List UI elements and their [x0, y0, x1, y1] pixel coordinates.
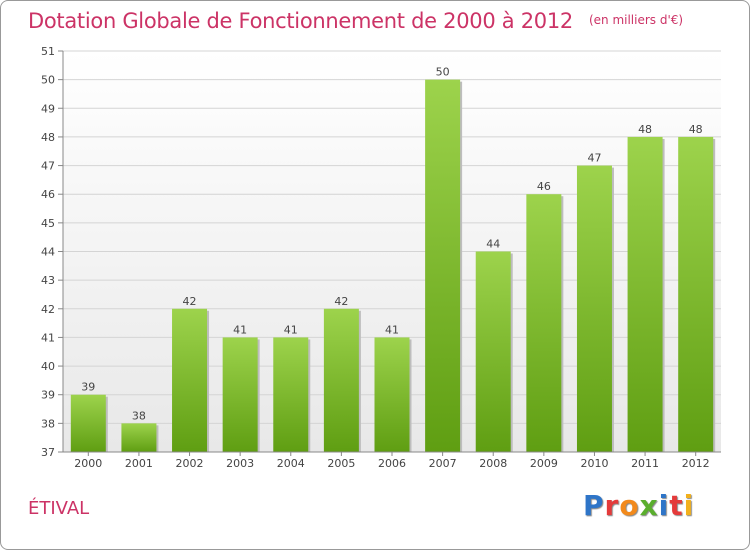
x-tick-label: 2008 — [479, 457, 507, 470]
y-tick-label: 40 — [41, 360, 55, 373]
data-label: 44 — [486, 238, 500, 251]
data-label: 46 — [537, 180, 551, 193]
logo-letter: P — [583, 489, 605, 522]
x-tick-label: 2006 — [378, 457, 406, 470]
logo-letter: o — [619, 489, 640, 522]
logo-letter: i — [683, 489, 695, 522]
bar — [273, 337, 309, 452]
y-tick-label: 45 — [41, 217, 55, 230]
y-tick-label: 38 — [41, 417, 55, 430]
data-label: 48 — [689, 123, 703, 136]
y-tick-label: 44 — [41, 246, 55, 259]
bar — [425, 79, 461, 453]
location-name: ÉTIVAL — [28, 498, 90, 519]
x-tick-label: 2010 — [580, 457, 608, 470]
y-tick-label: 48 — [41, 131, 55, 144]
bar — [222, 337, 258, 452]
bar — [576, 165, 612, 453]
data-label: 38 — [132, 409, 146, 422]
y-tick-label: 46 — [41, 188, 55, 201]
data-label: 47 — [587, 152, 601, 165]
logo-letter: i — [658, 489, 670, 522]
data-label: 39 — [81, 381, 95, 394]
x-tick-label: 2001 — [125, 457, 153, 470]
logo-letter: x — [639, 489, 659, 522]
x-tick-label: 2000 — [74, 457, 102, 470]
proxiti-logo[interactable]: Proxiti — [583, 489, 694, 522]
bar — [526, 194, 562, 452]
bar — [70, 394, 106, 452]
bar — [678, 136, 714, 452]
y-tick-label: 42 — [41, 303, 55, 316]
data-label: 50 — [436, 66, 450, 79]
bar — [475, 251, 511, 452]
x-tick-label: 2012 — [682, 457, 710, 470]
x-tick-label: 2009 — [530, 457, 558, 470]
x-tick-label: 2005 — [327, 457, 355, 470]
y-tick-label: 47 — [41, 160, 55, 173]
bar — [374, 337, 410, 452]
data-label: 42 — [334, 295, 348, 308]
bar — [172, 308, 208, 452]
data-label: 41 — [233, 323, 247, 336]
bar — [323, 308, 359, 452]
chart-title: Dotation Globale de Fonctionnement de 20… — [28, 9, 684, 33]
x-tick-label: 2007 — [429, 457, 457, 470]
y-tick-label: 51 — [41, 45, 55, 58]
x-tick-label: 2002 — [176, 457, 204, 470]
data-label: 42 — [183, 295, 197, 308]
y-tick-label: 43 — [41, 274, 55, 287]
y-tick-label: 39 — [41, 389, 55, 402]
logo-letter: t — [669, 489, 684, 522]
bar — [121, 423, 157, 452]
unit-note: (en milliers d'€) — [588, 13, 684, 27]
data-label: 41 — [385, 323, 399, 336]
y-tick-label: 37 — [41, 446, 55, 459]
data-label: 41 — [284, 323, 298, 336]
data-label: 48 — [638, 123, 652, 136]
logo-letter: r — [604, 489, 620, 522]
y-tick-label: 49 — [41, 102, 55, 115]
x-tick-label: 2004 — [277, 457, 305, 470]
y-tick-label: 50 — [41, 74, 55, 87]
bar — [627, 136, 663, 452]
x-tick-label: 2003 — [226, 457, 254, 470]
y-tick-label: 41 — [41, 331, 55, 344]
x-tick-label: 2011 — [631, 457, 659, 470]
